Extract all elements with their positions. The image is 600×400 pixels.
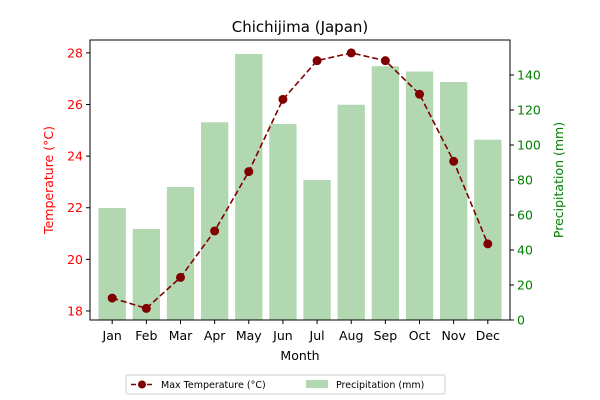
left-y-tick-label: 26	[67, 97, 83, 112]
temp-point-mar	[175, 272, 185, 282]
precip-bar-aug	[337, 104, 365, 320]
chart-title: Chichijima (Japan)	[232, 18, 369, 36]
x-tick-label: Oct	[409, 328, 431, 343]
left-y-tick-label: 22	[67, 200, 83, 215]
precip-bar-jan	[98, 208, 126, 320]
line-series-max-temperature	[107, 48, 493, 313]
right-axis-label: Precipitation (mm)	[551, 122, 566, 238]
bar-series-precipitation	[98, 54, 502, 320]
right-y-tick-label: 140	[517, 68, 541, 83]
temp-point-aug	[346, 48, 356, 58]
precip-bar-mar	[166, 187, 195, 320]
temp-point-jan	[107, 293, 117, 303]
legend: Max Temperature (°C) Precipitation (mm)	[125, 374, 446, 395]
temp-point-apr	[210, 226, 220, 236]
right-y-tick-label: 100	[517, 138, 541, 153]
left-y-tick-label: 28	[67, 45, 83, 60]
precip-bar-apr	[200, 122, 229, 320]
x-tick-label: Jun	[272, 328, 293, 343]
legend-entry-temperature: Max Temperature (°C)	[161, 380, 266, 391]
legend-box	[125, 374, 446, 395]
x-tick-label: Dec	[476, 328, 500, 343]
temp-point-nov	[449, 156, 459, 166]
temp-point-sep	[380, 56, 390, 66]
x-tick-label: May	[236, 328, 262, 343]
temp-point-jun	[278, 94, 288, 104]
right-y-tick-label: 0	[517, 313, 525, 328]
temp-point-feb	[141, 303, 151, 313]
x-tick-label: Feb	[135, 328, 157, 343]
precip-bar-sep	[371, 66, 400, 320]
right-y-tick-label: 120	[517, 103, 541, 118]
temp-point-oct	[415, 89, 425, 99]
x-tick-label: Jan	[102, 328, 122, 343]
legend-marker-swatch	[138, 380, 146, 389]
precip-bar-nov	[440, 82, 468, 320]
x-tick-label: Sep	[374, 328, 398, 343]
left-y-tick-label: 24	[67, 149, 83, 164]
left-y-tick-label: 20	[67, 252, 83, 267]
precip-bar-jun	[269, 124, 297, 320]
temp-point-may	[244, 167, 254, 177]
temperature-line	[111, 52, 489, 310]
right-y-tick-label: 20	[517, 278, 533, 293]
legend-bar-swatch	[306, 380, 328, 388]
right-y-tick-label: 60	[517, 208, 533, 223]
precip-bar-oct	[405, 71, 434, 320]
temp-point-jul	[312, 56, 322, 66]
right-y-axis: 0 20 40 60 80 100 120 140	[510, 68, 541, 328]
temp-point-dec	[483, 239, 493, 249]
right-y-tick-label: 80	[517, 173, 533, 188]
x-tick-label: Aug	[339, 328, 363, 343]
x-axis-label: Month	[280, 348, 319, 363]
x-tick-label: Nov	[441, 328, 466, 343]
legend-entry-precipitation: Precipitation (mm)	[336, 380, 424, 391]
precip-bar-dec	[474, 139, 502, 320]
x-axis: Jan Feb Mar Apr May Jun Jul Aug Sep Oct Nov Dec	[102, 320, 500, 343]
left-axis-label: Temperature (°C)	[41, 126, 56, 235]
x-tick-label: Mar	[169, 328, 193, 343]
x-tick-label: Apr	[204, 328, 226, 343]
left-y-axis: 18 20 22 24 26 28	[67, 45, 90, 318]
x-tick-label: Jul	[309, 328, 325, 343]
right-y-tick-label: 40	[517, 243, 533, 258]
left-y-tick-label: 18	[67, 303, 83, 318]
precip-bar-jul	[303, 180, 331, 320]
